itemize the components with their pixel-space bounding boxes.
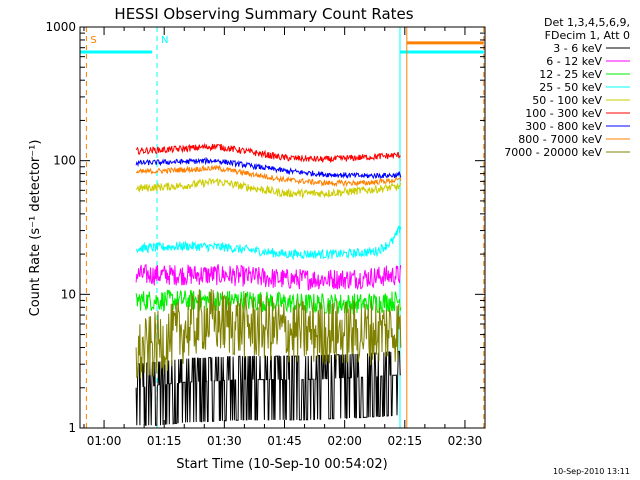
- x-tick-label: 01:00: [87, 434, 122, 448]
- footer-timestamp: 10-Sep-2010 13:11: [553, 467, 630, 476]
- y-axis-label: Count Rate (s⁻¹ detector⁻¹): [28, 140, 43, 317]
- legend-entry-label: 7000 - 20000 keV: [504, 146, 602, 159]
- x-tick-label: 01:45: [267, 434, 302, 448]
- legend-entry-label: 6 - 12 keV: [546, 55, 602, 68]
- series-line: [135, 264, 402, 291]
- series-line: [135, 288, 402, 379]
- legend-header-line: FDecim 1, Att 0: [545, 29, 630, 42]
- series-line: [135, 156, 402, 180]
- chart-title: HESSI Observing Summary Count Rates: [114, 5, 413, 23]
- x-axis-label: Start Time (10-Sep-10 00:54:02): [176, 457, 387, 472]
- legend-entry-label: 3 - 6 keV: [553, 42, 602, 55]
- legend-entry-label: 50 - 100 keV: [532, 94, 602, 107]
- x-tick-label: 02:15: [388, 434, 423, 448]
- x-tick-label: 01:30: [207, 434, 242, 448]
- x-tick-label: 02:00: [327, 434, 362, 448]
- y-tick-label: 1: [68, 421, 76, 435]
- legend-entry-label: 300 - 800 keV: [525, 120, 602, 133]
- series-line: [135, 142, 401, 163]
- axes: 01:00 01:15 01:30 01:45 02:00 02:15 02:30 1 10 10…: [45, 20, 486, 448]
- event-marker-label: S: [90, 35, 96, 46]
- plot-frame: [79, 26, 486, 429]
- y-tick-label: 100: [53, 154, 76, 168]
- legend-entry-label: 25 - 50 keV: [539, 81, 602, 94]
- legend-entry-label: 100 - 300 keV: [525, 107, 602, 120]
- y-tick-label: 1000: [45, 20, 76, 34]
- y-tick-label: 10: [61, 287, 76, 301]
- legend-header-line: Det 1,3,4,5,6,9,: [544, 16, 630, 29]
- series-line: [135, 350, 401, 426]
- x-tick-label: 01:15: [147, 434, 182, 448]
- series-line: [136, 177, 402, 199]
- series-line: [135, 225, 402, 261]
- series-line: [135, 164, 402, 188]
- legend: Det 1,3,4,5,6,9, FDecim 1, Att 0 3 - 6 k…: [504, 16, 630, 159]
- x-tick-label: 02:30: [448, 434, 483, 448]
- legend-entry-label: 800 - 7000 keV: [518, 133, 602, 146]
- legend-entry-label: 12 - 25 keV: [539, 68, 602, 81]
- event-marker-label: N: [161, 35, 168, 46]
